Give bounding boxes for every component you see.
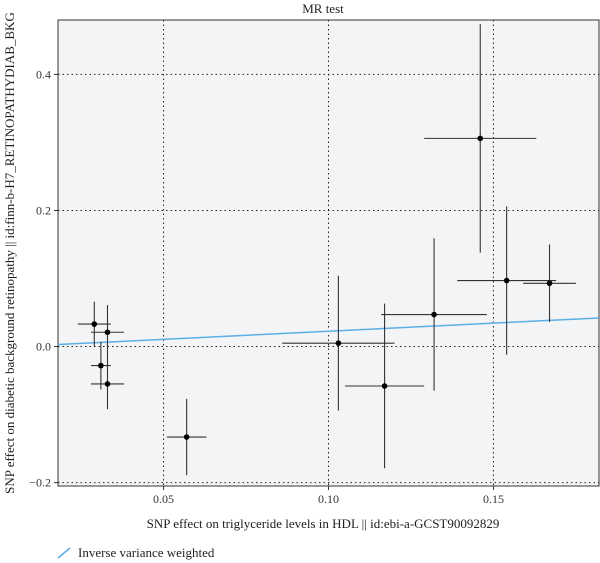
y-axis-label: SNP effect on diabetic background retino… [2,12,17,494]
grid [58,20,599,486]
regression-lines [57,317,600,346]
data-point [477,135,484,142]
x-axis-ticks: 0.05 0.10 0.15 [153,486,504,506]
data-point [381,383,388,389]
chart-title: MR test [302,1,344,16]
y-tick-label: −0.2 [29,476,51,490]
data-point [431,311,437,318]
data-point [335,340,342,346]
data-point [503,277,510,284]
data-point [183,434,190,440]
legend-ivw-label: Inverse variance weighted [78,545,215,560]
legend: Inverse variance weighted [57,545,215,560]
x-tick-label: 0.15 [483,492,504,506]
ivw-regression-line [57,317,600,346]
y-tick-label: 0.2 [36,203,51,217]
data-point [546,280,553,287]
y-tick-label: 0.0 [36,340,51,354]
data-point [104,329,111,336]
data-point [91,321,98,327]
x-axis-label: SNP effect on triglyceride levels in HDL… [147,516,500,531]
x-tick-label: 0.05 [153,492,174,506]
data-point [98,362,104,369]
data-point [104,381,111,387]
y-tick-label: 0.4 [36,67,51,81]
legend-ivw-swatch [57,547,71,559]
y-axis-ticks: −0.2 0.0 0.2 0.4 [29,67,58,490]
data-points [91,135,553,440]
x-tick-label: 0.10 [318,492,339,506]
